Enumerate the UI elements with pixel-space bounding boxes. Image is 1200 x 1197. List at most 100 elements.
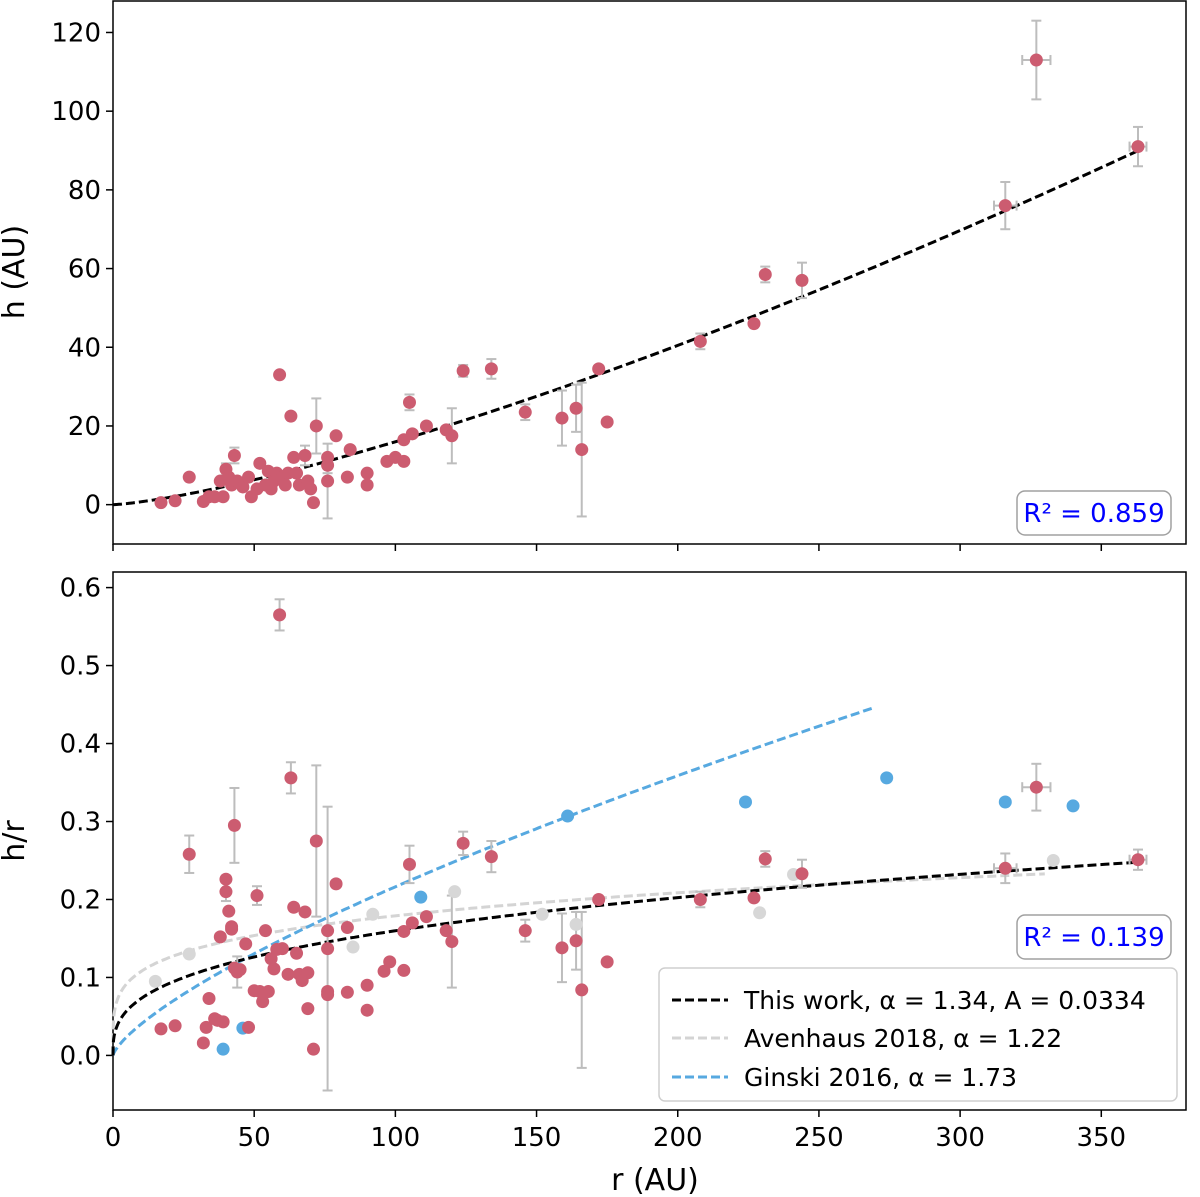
data-point: [168, 494, 182, 508]
bottom-r2-box: R² = 0.139: [1016, 914, 1172, 960]
this_work-point: [256, 995, 270, 1009]
top-ytick-label: 20: [68, 412, 101, 442]
top-ytick-label: 100: [51, 97, 101, 127]
data-point: [242, 470, 256, 484]
this_work-point: [592, 892, 606, 906]
this_work-point: [445, 935, 459, 949]
this_work-point: [222, 904, 236, 918]
data-point: [456, 364, 470, 378]
data-point: [273, 368, 287, 382]
data-point: [419, 419, 433, 433]
ginski-point: [216, 1042, 230, 1056]
data-point: [795, 273, 809, 287]
top-r2-label: R² = 0.859: [1023, 499, 1164, 529]
this_work-point: [397, 924, 411, 938]
bottom-xtick-label: 200: [653, 1123, 703, 1153]
this_work-point: [273, 608, 287, 622]
bottom-xlabel: r (AU): [611, 1163, 699, 1197]
this_work-point: [340, 921, 354, 935]
legend-box: [658, 967, 1178, 1102]
this_work-point: [329, 877, 343, 891]
this_work-point: [600, 955, 614, 969]
bottom-xtick-label: 0: [105, 1123, 122, 1153]
this_work-point: [239, 937, 253, 951]
top-error-bars: [220, 19, 1148, 520]
this_work-point: [360, 1003, 374, 1017]
top-ylabel: h (AU): [0, 225, 32, 319]
legend-label-this-work: This work, α = 1.34, A = 0.0334: [743, 986, 1146, 1015]
ginski-point: [739, 795, 753, 809]
this_work-point: [397, 963, 411, 977]
data-point: [402, 395, 416, 409]
avenhaus-point: [753, 906, 767, 920]
this_work-point: [377, 964, 391, 978]
bottom-xtick-label: 350: [1076, 1123, 1126, 1153]
bottom-xtick-label: 150: [512, 1123, 562, 1153]
bottom-ticks: 0.0 0.1 0.2 0.3 0.4 0.5 0.6 0 50 100 150 200 250 300 3…: [60, 574, 1126, 1153]
this_work-point: [301, 966, 315, 980]
this_work-point: [518, 924, 532, 938]
this_work-point: [216, 1015, 230, 1029]
data-point: [321, 474, 335, 488]
this_work-point: [309, 834, 323, 848]
top-ytick-label: 0: [84, 491, 101, 521]
bottom-ytick-label: 0.6: [60, 574, 101, 604]
this_work-point: [758, 852, 772, 866]
top-ytick-label: 60: [68, 255, 101, 285]
data-point: [445, 429, 459, 443]
data-point: [340, 470, 354, 484]
this_work-point: [419, 910, 433, 924]
this_work-point: [998, 861, 1012, 875]
avenhaus-point: [182, 947, 196, 961]
legend-label-avenhaus: Avenhaus 2018, α = 1.22: [744, 1024, 1062, 1053]
this_work-point: [284, 771, 298, 785]
this_work-point: [225, 922, 239, 936]
data-point: [154, 496, 168, 510]
this_work-point: [258, 924, 272, 938]
this_work-point: [321, 988, 335, 1002]
data-point: [290, 466, 304, 480]
this_work-point: [321, 942, 335, 956]
avenhaus-point: [366, 907, 380, 921]
data-point: [182, 470, 196, 484]
this_work-point: [290, 946, 304, 960]
bottom-ytick-label: 0.1: [60, 963, 101, 993]
legend: This work, α = 1.34, A = 0.0334 Avenhaus…: [658, 967, 1178, 1102]
this_work-point: [264, 952, 278, 966]
avenhaus-point: [148, 974, 162, 988]
this_work-point: [154, 1022, 168, 1036]
this_work-point: [456, 836, 470, 850]
data-point: [998, 199, 1012, 213]
data-point: [216, 490, 230, 504]
top-ytick-label: 40: [68, 333, 101, 363]
top-panel: 0 20 40 60 80 100 120 h (AU) R² = 0.859: [0, 0, 1187, 551]
this_work-point: [298, 905, 312, 919]
top-axes-frame: [112, 0, 1187, 545]
this_work-point: [242, 1020, 256, 1034]
data-point: [343, 443, 357, 457]
this_work-point: [340, 985, 354, 999]
top-r2-box: R² = 0.859: [1016, 490, 1172, 536]
data-point: [397, 454, 411, 468]
this_work-point: [402, 857, 416, 871]
this_work-point: [250, 889, 264, 903]
this_work-point: [233, 963, 247, 977]
fit-curve-this-work: [112, 149, 1139, 507]
ginski-point: [561, 809, 575, 823]
bottom-data-points: [148, 608, 1145, 1056]
data-point: [1131, 140, 1145, 154]
this_work-point: [301, 1002, 315, 1016]
data-point: [747, 317, 761, 331]
data-point: [329, 429, 343, 443]
this_work-point: [281, 967, 295, 981]
this_work-point: [405, 916, 419, 930]
bottom-xtick-label: 300: [935, 1123, 985, 1153]
bottom-axes-frame: [112, 571, 1187, 1111]
ginski-point: [1066, 799, 1080, 813]
data-point: [575, 443, 589, 457]
avenhaus-point: [535, 907, 549, 921]
this_work-point: [795, 867, 809, 881]
top-data-points: [154, 53, 1145, 510]
this_work-point: [199, 1020, 213, 1034]
